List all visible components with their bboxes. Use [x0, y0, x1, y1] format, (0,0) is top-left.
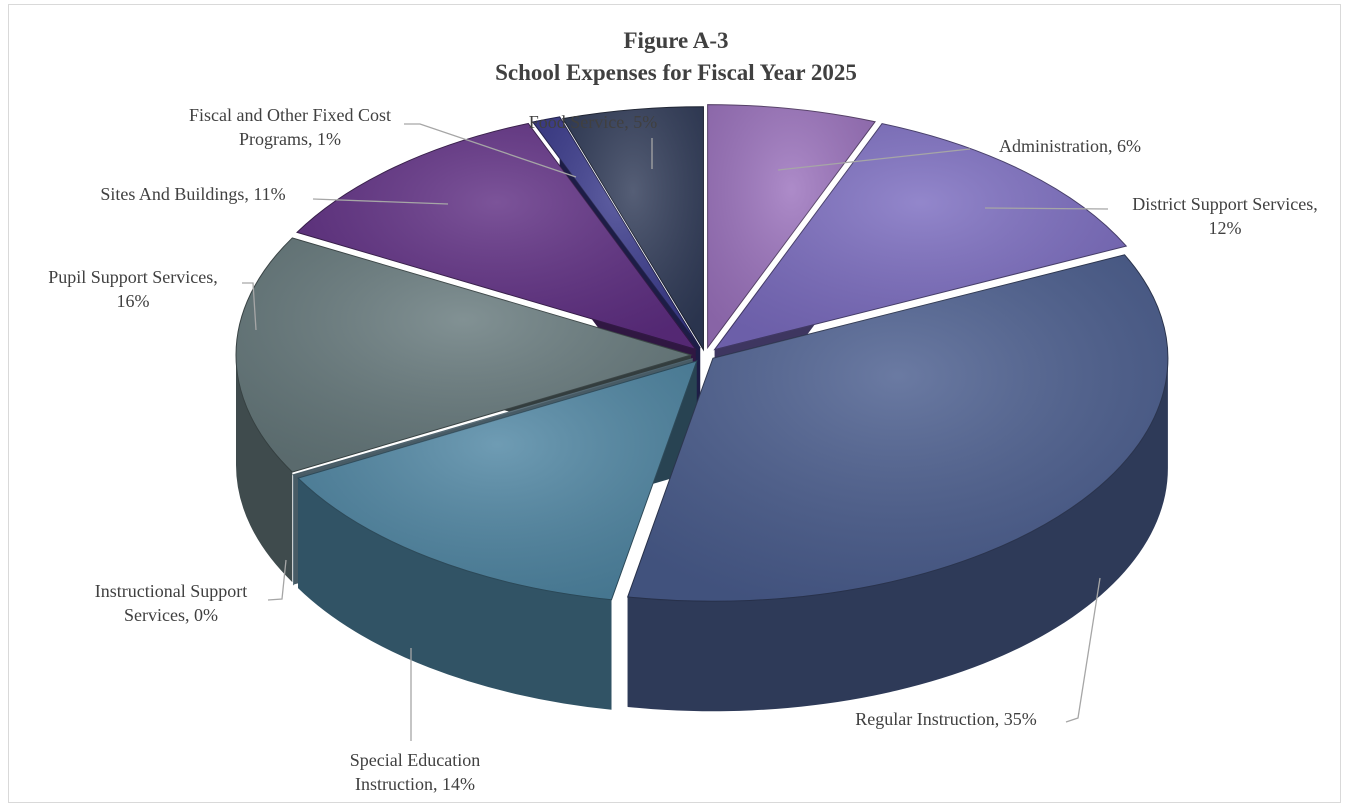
leader-line — [984, 207, 1109, 210]
data-label: Fiscal and Other Fixed Cost Programs, 1% — [189, 105, 391, 149]
leader-line — [242, 282, 257, 331]
data-label: Instructional Support Services, 0% — [95, 581, 247, 625]
pie-slice-side — [236, 355, 293, 583]
chart-subtitle: School Expenses for Fiscal Year 2025 — [495, 60, 857, 85]
pie-slice-sheen — [293, 358, 693, 476]
pie-slice-sheen — [707, 104, 876, 348]
leader-line — [267, 559, 287, 601]
pie-slice-side — [627, 358, 1168, 712]
pie-slice-side — [298, 478, 612, 710]
data-label: Administration, 6% — [999, 136, 1141, 156]
data-label: District Support Services, 12% — [1132, 194, 1317, 238]
pie-slice-sheen — [532, 116, 701, 348]
pie-slice-sheen — [298, 361, 697, 600]
pie-slice-sheen — [562, 106, 704, 350]
data-label: Sites And Buildings, 11% — [100, 184, 285, 204]
data-label: Food Service, 5% — [529, 112, 657, 132]
pie-slice-sheen — [297, 123, 696, 350]
chart-title: Figure A-3 — [624, 28, 729, 53]
pie-slice-sheen — [235, 237, 691, 473]
data-label: Special Education Instruction, 14% — [350, 750, 480, 794]
leader-line — [404, 123, 577, 178]
pie-slice-sheen — [714, 123, 1127, 350]
leader-line — [777, 148, 971, 171]
leader-line — [1065, 577, 1101, 723]
data-label: Regular Instruction, 35% — [855, 709, 1036, 729]
data-label: Pupil Support Services, 16% — [48, 267, 218, 311]
pie-slice-side — [293, 474, 294, 586]
pie-slice-sheen — [627, 254, 1168, 602]
leader-line — [312, 198, 449, 205]
